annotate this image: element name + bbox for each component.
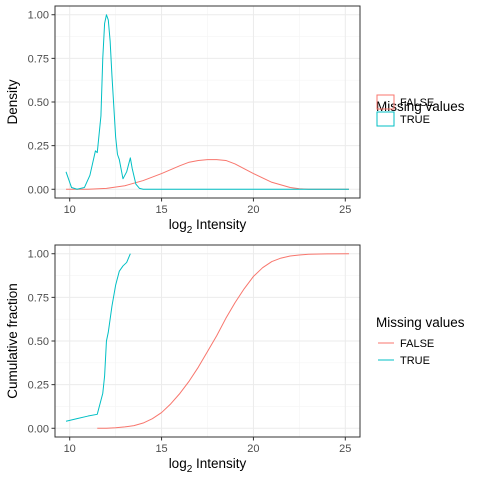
cumulative-y-tick-label: 0.25 — [28, 380, 49, 392]
density-chart: 10 15 20 25 0.00 0.25 0.50 0.75 1.00 log2 Intens… — [5, 5, 465, 236]
cumulative-y-tick-label: 0.50 — [28, 336, 49, 348]
density-legend: Missing values FALSE TRUE — [376, 94, 465, 127]
cumulative-legend: Missing values FALSE TRUE — [376, 315, 465, 367]
density-legend-key-false — [376, 94, 395, 110]
cumulative-x-tick-label: 25 — [339, 443, 351, 455]
cumulative-series — [65, 253, 349, 429]
cumulative-x-tick-label: 10 — [64, 443, 76, 455]
density-y-tick-label: 0.75 — [28, 53, 49, 65]
density-series — [65, 14, 349, 190]
cumulative-legend-title: Missing values — [376, 315, 465, 330]
density-x-tick-label: 25 — [339, 204, 351, 216]
density-legend-title: Missing values — [376, 99, 465, 114]
density-x-tick-label: 20 — [247, 204, 259, 216]
cumulative-series-false-line — [97, 253, 349, 429]
cumulative-ticks: 10 15 20 25 0.00 0.25 0.50 0.75 1.00 — [28, 249, 352, 455]
density-y-tick-label: 0.25 — [28, 141, 49, 153]
cumulative-gridlines — [55, 245, 360, 437]
density-legend-label-false: FALSE — [400, 97, 434, 109]
cumulative-legend-label-true: TRUE — [400, 355, 430, 367]
density-series-true-line — [65, 14, 349, 190]
cumulative-y-axis-title: Cumulative fraction — [5, 283, 20, 399]
cumulative-x-tick-label: 15 — [155, 443, 167, 455]
density-y-axis-title: Density — [5, 79, 20, 124]
cumulative-y-tick-label: 1.00 — [28, 249, 49, 261]
density-legend-label-true: TRUE — [400, 114, 430, 126]
density-x-tick-label: 15 — [155, 204, 167, 216]
density-ticks: 10 15 20 25 0.00 0.25 0.50 0.75 1.00 — [28, 10, 352, 216]
density-x-tick-label: 10 — [64, 204, 76, 216]
cumulative-x-tick-label: 20 — [247, 443, 259, 455]
density-y-tick-label: 1.00 — [28, 10, 49, 22]
cumulative-y-tick-label: 0.75 — [28, 292, 49, 304]
cumulative-legend-label-false: FALSE — [400, 338, 434, 350]
density-series-false-line — [66, 159, 349, 190]
cumulative-chart: 10 15 20 25 0.00 0.25 0.50 0.75 1.00 log2 Intens… — [5, 244, 465, 475]
density-y-tick-label: 0.50 — [28, 97, 49, 109]
cumulative-series-true-line — [65, 253, 131, 422]
density-legend-key-true — [376, 111, 395, 127]
cumulative-y-tick-label: 0.00 — [28, 423, 49, 435]
density-x-axis-title: log2 Intensity — [169, 217, 247, 236]
cumulative-x-axis-title: log2 Intensity — [169, 456, 247, 475]
density-y-tick-label: 0.00 — [28, 184, 49, 196]
